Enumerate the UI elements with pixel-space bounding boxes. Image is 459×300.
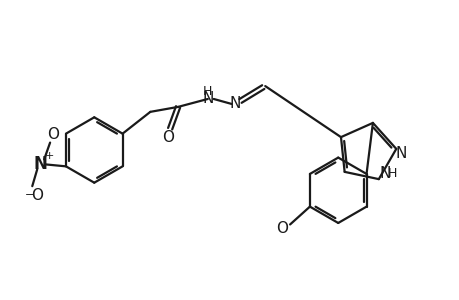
Text: N: N	[33, 155, 47, 173]
Text: N: N	[395, 146, 406, 161]
Text: +: +	[45, 152, 54, 161]
Text: O: O	[162, 130, 174, 145]
Text: H: H	[203, 85, 212, 98]
Text: N: N	[202, 92, 213, 106]
Text: O: O	[47, 127, 59, 142]
Text: −: −	[24, 190, 34, 200]
Text: O: O	[31, 188, 43, 202]
Text: N: N	[230, 96, 241, 111]
Text: N: N	[378, 166, 390, 181]
Text: O: O	[275, 221, 287, 236]
Text: H: H	[387, 167, 397, 180]
